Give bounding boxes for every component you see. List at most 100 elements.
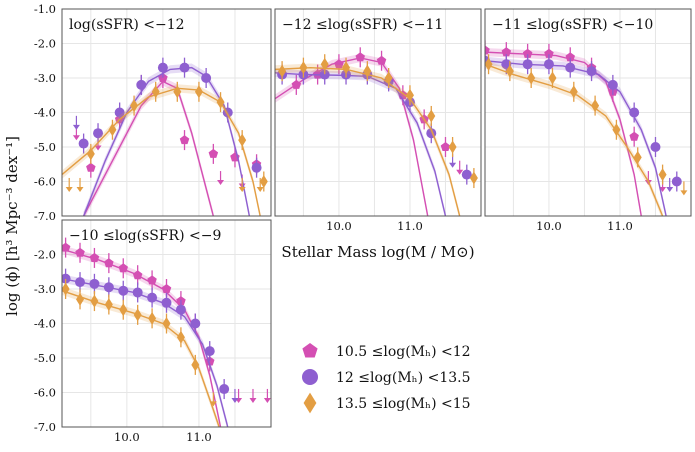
data-point (118, 285, 129, 296)
data-point (355, 52, 365, 62)
data-point (522, 48, 533, 58)
panel-frame (274, 8, 482, 217)
data-point (440, 142, 451, 151)
upper-limit-arrow (680, 190, 688, 196)
y-tick-label: -6.0 (34, 386, 56, 400)
upper-limit-arrow (217, 180, 225, 186)
y-tick-label: -1.0 (34, 2, 56, 16)
data-point (173, 85, 182, 99)
data-point (132, 270, 143, 280)
chart-panel: log(sSFR) <−12 -1.0 -2.0 -3.0 -4.0 -5.0 -6.0 -7… (34, 2, 272, 223)
data-point (119, 303, 128, 317)
data-point (650, 142, 661, 152)
data-point (62, 242, 71, 252)
data-point (238, 133, 247, 147)
data-point (191, 358, 200, 372)
fit-band (275, 63, 460, 216)
data-point (151, 85, 160, 99)
data-point (612, 123, 621, 137)
fit-curve (83, 80, 215, 216)
panel-title: −12 ≤log(sSFR) <−11 (282, 17, 443, 33)
y-tick-label: -4.0 (34, 106, 56, 120)
upper-limit-arrow (231, 397, 239, 403)
data-point (179, 62, 190, 73)
data-point (607, 79, 618, 90)
data-point (565, 62, 576, 73)
legend-label: 10.5 ≤log(Mₕ) <12 (336, 344, 471, 360)
data-point (147, 292, 158, 303)
upper-limit-arrow (94, 145, 102, 151)
data-point (278, 64, 287, 78)
data-point (548, 71, 557, 85)
series-3 (485, 54, 688, 216)
data-point (259, 175, 268, 188)
data-point (658, 168, 667, 182)
panel-frame (61, 8, 272, 217)
data-point (427, 109, 436, 123)
data-point (320, 57, 329, 71)
data-point (216, 95, 225, 109)
data-point (291, 79, 302, 89)
upper-limit-arrow (76, 186, 84, 192)
data-point (62, 282, 70, 296)
data-point (90, 294, 99, 308)
data-point (522, 59, 533, 70)
legend-marker (302, 343, 318, 358)
data-point (93, 128, 104, 139)
data-point (384, 71, 393, 85)
data-point (89, 278, 100, 289)
panel-frame (484, 8, 692, 217)
chart-panel: −10 ≤log(sSFR) <−9 -2.0 -3.0 -4.0 -5.0 -6.0 -7… (34, 219, 272, 444)
series-3 (275, 54, 478, 216)
data-point (201, 73, 212, 83)
data-point (629, 107, 640, 118)
data-point (208, 148, 219, 158)
series-2 (72, 57, 262, 216)
y-axis-label: log (ϕ) [h³ Mpc⁻³ dex⁻¹] (3, 136, 21, 316)
fit-curve (62, 87, 261, 216)
legend-item: 10.5 ≤log(Mₕ) <12 (302, 343, 471, 360)
data-point (157, 62, 168, 73)
data-point (133, 308, 142, 322)
upper-limit-arrow (209, 401, 217, 407)
upper-limit-arrow (238, 186, 246, 192)
y-tick-label: -7.0 (34, 209, 56, 223)
data-point (501, 47, 512, 57)
data-point (376, 55, 387, 65)
upper-limit-arrow (256, 186, 264, 192)
series-3 (62, 279, 220, 427)
y-tick-label: -7.0 (34, 420, 56, 434)
x-tick-label: 11.0 (397, 219, 423, 233)
data-point (179, 135, 190, 145)
data-point (175, 304, 186, 315)
data-point (204, 346, 215, 357)
data-point (86, 147, 95, 161)
panel-title: log(sSFR) <−12 (69, 17, 185, 33)
x-tick-label: 10.0 (114, 430, 140, 444)
x-tick-label: 10.0 (536, 219, 562, 233)
upper-limit-arrow (449, 162, 457, 168)
data-point (544, 48, 554, 58)
chart-panel: −12 ≤log(sSFR) <−11 10.0 11.0 (274, 8, 482, 233)
y-tick-label: -2.0 (34, 37, 56, 51)
data-point (469, 171, 478, 185)
upper-limit-arrow (659, 186, 667, 192)
data-point (190, 318, 201, 329)
fit-curve (275, 57, 429, 216)
data-point (118, 263, 128, 273)
data-point (251, 162, 262, 173)
data-point (485, 57, 493, 71)
series-3 (62, 81, 268, 216)
legend-marker (302, 369, 318, 385)
panel-title: −11 ≤log(sSFR) <−10 (492, 17, 653, 33)
data-point (194, 85, 203, 99)
data-point (405, 88, 414, 102)
y-tick-label: -6.0 (34, 175, 56, 189)
data-point (334, 59, 344, 69)
panel-title: −10 ≤log(sSFR) <−9 (69, 228, 221, 244)
x-tick-label: 11.0 (186, 430, 212, 444)
upper-limit-arrow (65, 186, 73, 192)
legend-label: 12 ≤log(Mₕ) <13.5 (336, 370, 471, 386)
upper-limit-arrow (249, 397, 257, 403)
